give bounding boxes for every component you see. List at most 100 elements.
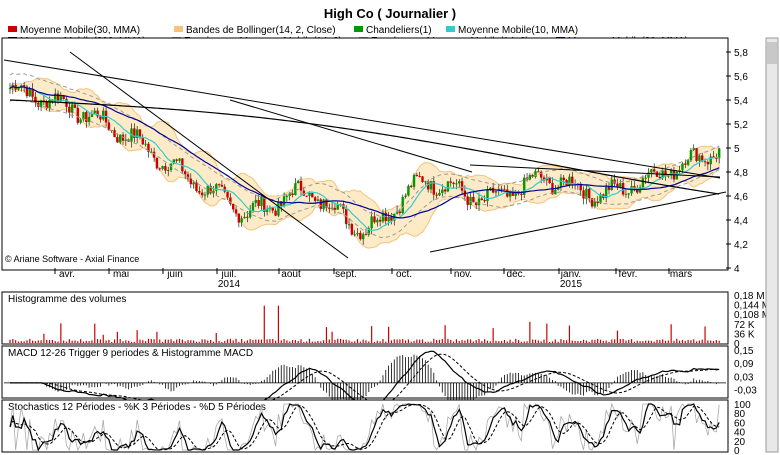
candle bbox=[554, 189, 557, 195]
legend-label: Moyenne Mobile(10, MMA) bbox=[458, 25, 578, 36]
candle bbox=[291, 193, 294, 195]
candle bbox=[288, 193, 291, 196]
candle bbox=[217, 184, 221, 186]
candle bbox=[87, 116, 91, 122]
candle bbox=[169, 163, 173, 171]
candle bbox=[607, 186, 611, 190]
candle bbox=[407, 185, 410, 196]
month-tick: mars bbox=[670, 269, 692, 280]
candle bbox=[412, 174, 416, 187]
candle bbox=[539, 171, 543, 178]
candle bbox=[263, 196, 266, 212]
trend-line bbox=[229, 99, 473, 173]
candle bbox=[28, 88, 31, 97]
candle bbox=[59, 95, 63, 101]
volume-tick: 36 K bbox=[734, 329, 755, 340]
candle bbox=[508, 191, 512, 197]
macd-tick: 0,09 bbox=[734, 359, 754, 370]
candle bbox=[477, 198, 481, 206]
month-tick: janv. bbox=[560, 269, 581, 280]
candle bbox=[350, 224, 354, 235]
candle bbox=[706, 161, 710, 165]
candle bbox=[361, 234, 365, 240]
scrollbar-thumb[interactable] bbox=[767, 42, 777, 64]
candle bbox=[359, 232, 362, 240]
candle bbox=[118, 134, 122, 143]
macd-label: MACD 12-26 Trigger 9 periodes & Histogra… bbox=[8, 348, 253, 359]
candle bbox=[178, 158, 181, 161]
month-tick: mai bbox=[113, 269, 129, 280]
candle bbox=[285, 195, 289, 197]
candle bbox=[460, 181, 464, 191]
candle bbox=[650, 169, 653, 173]
candle bbox=[333, 207, 337, 210]
candle bbox=[599, 194, 602, 204]
candle bbox=[658, 176, 662, 179]
candle bbox=[641, 178, 645, 188]
candle bbox=[378, 219, 382, 222]
candle bbox=[698, 155, 701, 161]
trend-line bbox=[469, 164, 721, 178]
legend-swatch bbox=[446, 26, 455, 32]
candle bbox=[376, 219, 379, 223]
envelope-upper-line bbox=[9, 72, 720, 218]
candle bbox=[373, 216, 376, 223]
candle bbox=[701, 155, 704, 162]
candle bbox=[593, 201, 597, 207]
stoch-label: Stochastics 12 Périodes - %K 3 Périodes … bbox=[8, 402, 266, 413]
legend-label: Chandeliers(1) bbox=[366, 25, 432, 36]
time-axis: avr. mai juin juil. août sept. oct. nov. déc. jan… bbox=[54, 268, 692, 290]
ma30-line bbox=[9, 85, 720, 219]
candle bbox=[155, 157, 159, 169]
stoch-tick: 100 bbox=[734, 400, 751, 411]
legend-label: Bandes de Bollinger(14, 2, Close) bbox=[186, 25, 336, 36]
candle bbox=[271, 207, 274, 211]
candle bbox=[133, 128, 136, 138]
candle bbox=[113, 130, 116, 138]
candle bbox=[192, 182, 195, 185]
legend-swatch bbox=[8, 26, 17, 32]
candle bbox=[135, 129, 139, 138]
candle bbox=[545, 177, 549, 181]
candle bbox=[282, 196, 286, 206]
candle bbox=[675, 171, 678, 180]
candle bbox=[319, 199, 322, 209]
candle bbox=[715, 157, 718, 159]
stoch-d-line bbox=[9, 404, 720, 451]
candle bbox=[172, 159, 176, 164]
candle bbox=[220, 184, 224, 187]
candle bbox=[636, 188, 639, 193]
candle bbox=[158, 168, 161, 170]
candle bbox=[212, 190, 215, 194]
price-tick: 5,2 bbox=[734, 120, 748, 131]
stoch-tick: 60 bbox=[734, 418, 746, 429]
candle bbox=[585, 188, 588, 199]
month-tick: juil. bbox=[220, 269, 236, 280]
candle bbox=[627, 193, 630, 195]
candle bbox=[582, 190, 585, 199]
candle bbox=[209, 185, 212, 194]
candle bbox=[248, 210, 252, 218]
candle bbox=[280, 201, 283, 206]
month-tick: avr. bbox=[59, 269, 75, 280]
month-tick: nov. bbox=[454, 269, 472, 280]
chart-title: High Co ( Journalier ) bbox=[323, 6, 457, 21]
candle bbox=[429, 181, 433, 190]
price-tick: 4,2 bbox=[734, 240, 748, 251]
scrollbar[interactable] bbox=[765, 37, 779, 453]
trend-lines bbox=[3, 51, 727, 259]
candle bbox=[79, 119, 82, 123]
macd-tick: -0,03 bbox=[734, 385, 757, 396]
candle bbox=[443, 189, 447, 192]
candle bbox=[511, 191, 515, 196]
candle bbox=[107, 122, 111, 131]
candle bbox=[206, 185, 209, 195]
candle bbox=[500, 188, 503, 190]
candle bbox=[254, 200, 258, 203]
volume-tick: 72 K bbox=[734, 320, 755, 331]
candle bbox=[610, 179, 614, 190]
candle bbox=[246, 216, 249, 218]
candle bbox=[353, 234, 356, 236]
candle bbox=[568, 176, 571, 186]
